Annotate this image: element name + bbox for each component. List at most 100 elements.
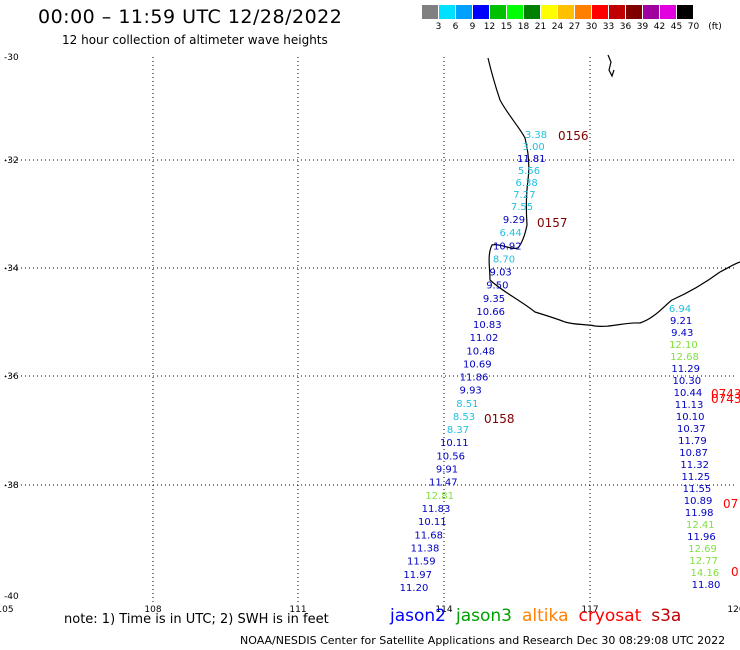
scale-swatch [541, 5, 558, 19]
color-scale [422, 5, 694, 19]
wave-height-label: 11.25 [682, 472, 711, 483]
lat-tick-label: -38 [4, 481, 19, 491]
wave-height-label: 11.83 [422, 504, 451, 515]
latitude-labels: -30 -32 -34 -36 -38 -40 [4, 53, 19, 602]
scale-label: 30 [585, 22, 598, 32]
lat-tick-label: -30 [4, 53, 19, 63]
scale-label: 27 [568, 22, 581, 32]
scale-swatch [422, 5, 439, 19]
wave-height-label: 11.96 [687, 532, 716, 543]
scale-unit: (ft) [708, 22, 722, 32]
scale-swatch [558, 5, 575, 19]
wave-height-label: 10.37 [677, 424, 706, 435]
scale-swatch [592, 5, 609, 19]
wave-height-label: 11.32 [680, 460, 709, 471]
satellite-legend: jason2 jason3 altika cryosat s3a [390, 606, 691, 626]
coastline-estuary [607, 54, 615, 78]
wave-height-label: 9.43 [671, 328, 693, 339]
wave-height-label: 10.83 [473, 320, 502, 331]
wave-height-label: 8.37 [447, 425, 469, 436]
scale-swatch [490, 5, 507, 19]
wave-height-label: 8.70 [493, 254, 515, 265]
wave-height-label: 11.59 [407, 557, 436, 568]
wave-height-label: 9.35 [483, 294, 505, 305]
scale-label: 9 [469, 22, 476, 32]
scale-swatch [473, 5, 490, 19]
scale-label: 3 [435, 22, 442, 32]
lat-tick-label: -36 [4, 372, 19, 382]
scale-swatch [507, 5, 524, 19]
scale-label: 39 [636, 22, 649, 32]
wave-height-label: 3.38 [525, 130, 547, 141]
wave-height-label: 5.56 [518, 166, 540, 177]
wave-height-label: 10.30 [672, 376, 701, 387]
wave-height-label: 12.41 [686, 520, 715, 531]
wave-height-label: 9.91 [436, 465, 458, 476]
wave-height-label: 3.00 [523, 142, 545, 153]
color-scale-labels: 3 6 9 12 15 18 21 24 27 30 33 36 39 42 45 70 (ft) [422, 22, 740, 34]
wave-height-label: 11.80 [692, 580, 721, 591]
scale-label: 36 [619, 22, 632, 32]
lat-tick-label: -32 [4, 156, 19, 166]
wave-height-label: 9.21 [670, 316, 692, 327]
scale-swatch [575, 5, 592, 19]
wave-height-label: 10.66 [476, 307, 505, 318]
lon-tick-label: 120 [727, 605, 740, 615]
scale-swatch [609, 5, 626, 19]
wave-height-label: 10.56 [436, 451, 465, 462]
wave-height-label: 10.89 [684, 496, 713, 507]
wave-height-label: 10.10 [676, 412, 705, 423]
note-text: note: 1) Time is in UTC; 2) SWH is in fe… [64, 612, 329, 627]
scale-label: 18 [517, 22, 530, 32]
wave-height-label: 12.77 [689, 556, 718, 567]
pass-time-label: 0 [731, 565, 739, 579]
grid-lines [5, 57, 736, 602]
legend-s3a: s3a [651, 606, 682, 626]
wave-height-label: 14.16 [691, 568, 720, 579]
scale-label: 45 [670, 22, 683, 32]
wave-height-label: 11.98 [685, 508, 714, 519]
wave-height-label: 10.92 [493, 241, 522, 252]
coastline [487, 54, 740, 328]
wave-height-label: 10.69 [463, 359, 492, 370]
wave-height-label: 7.55 [511, 202, 533, 213]
wave-height-label: 11.02 [470, 333, 499, 344]
wave-height-label: 11.81 [517, 154, 546, 165]
wave-height-label: 11.20 [400, 583, 429, 594]
lat-tick-label: -34 [4, 264, 19, 274]
pass-time-label: 07 [723, 497, 738, 511]
wave-height-label: 10.11 [418, 517, 447, 528]
scale-swatch [524, 5, 541, 19]
legend-jason2: jason2 [390, 606, 446, 626]
wave-height-label: 7.27 [513, 190, 535, 201]
scale-label: 24 [551, 22, 564, 32]
scale-label: 15 [500, 22, 513, 32]
lon-tick-label: 117 [581, 605, 598, 615]
wave-height-label: 8.51 [456, 399, 478, 410]
wave-height-label: 11.47 [429, 478, 458, 489]
lon-tick-label: 114 [435, 605, 452, 615]
wave-height-label: 6.94 [669, 304, 691, 315]
coastline-west-australia [487, 57, 740, 328]
wave-height-label: 12.81 [425, 491, 454, 502]
wave-height-label: 11.68 [414, 530, 443, 541]
pass-time-label: 0156 [558, 129, 589, 143]
wave-height-label: 11.38 [411, 544, 440, 555]
scale-swatch [626, 5, 643, 19]
wave-height-label: 12.69 [688, 544, 717, 555]
pass-time-label: 0743 [711, 387, 740, 401]
wave-height-label: 8.53 [453, 412, 475, 423]
wave-height-label: 12.68 [670, 352, 699, 363]
wave-height-label: 10.11 [440, 438, 469, 449]
scale-label: 42 [653, 22, 666, 32]
wave-height-label: 6.44 [500, 228, 522, 239]
scale-label: 21 [534, 22, 547, 32]
wave-height-label: 11.86 [460, 373, 489, 384]
chart-title: 00:00 – 11:59 UTC 12/28/2022 [38, 6, 343, 28]
scale-swatch [643, 5, 660, 19]
scale-swatch [456, 5, 473, 19]
legend-jason3: jason3 [456, 606, 512, 626]
wave-height-label: 11.97 [403, 570, 432, 581]
